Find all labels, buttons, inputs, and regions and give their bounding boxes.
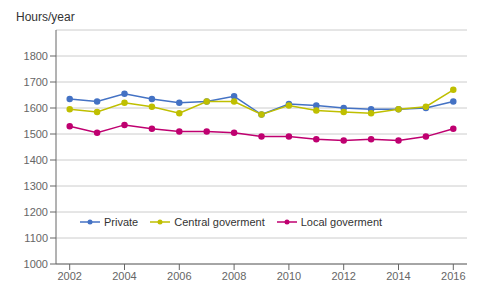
svg-text:2012: 2012 (331, 270, 355, 282)
svg-text:2006: 2006 (167, 270, 191, 282)
svg-text:1500: 1500 (24, 128, 48, 140)
svg-text:2014: 2014 (386, 270, 410, 282)
svg-text:2004: 2004 (112, 270, 136, 282)
html-text:Local goverment: Local goverment (300, 216, 383, 228)
svg-text:2010: 2010 (277, 270, 301, 282)
svg-text:1400: 1400 (24, 154, 48, 166)
html-text:Hours/year: Hours/year (16, 10, 75, 24)
svg-text:2002: 2002 (57, 270, 81, 282)
svg-text:1100: 1100 (24, 232, 48, 244)
svg-text:1600: 1600 (24, 102, 48, 114)
svg-text:2016: 2016 (441, 270, 465, 282)
svg-text:1800: 1800 (24, 50, 48, 62)
html-text:Central goverment: Central goverment (174, 216, 265, 228)
svg-text:1200: 1200 (24, 206, 48, 218)
svg-text:1700: 1700 (24, 76, 48, 88)
svg-text:2008: 2008 (222, 270, 246, 282)
svg-text:1000: 1000 (24, 258, 48, 270)
svg-text:1300: 1300 (24, 180, 48, 192)
html-text:Private: Private (104, 216, 139, 228)
